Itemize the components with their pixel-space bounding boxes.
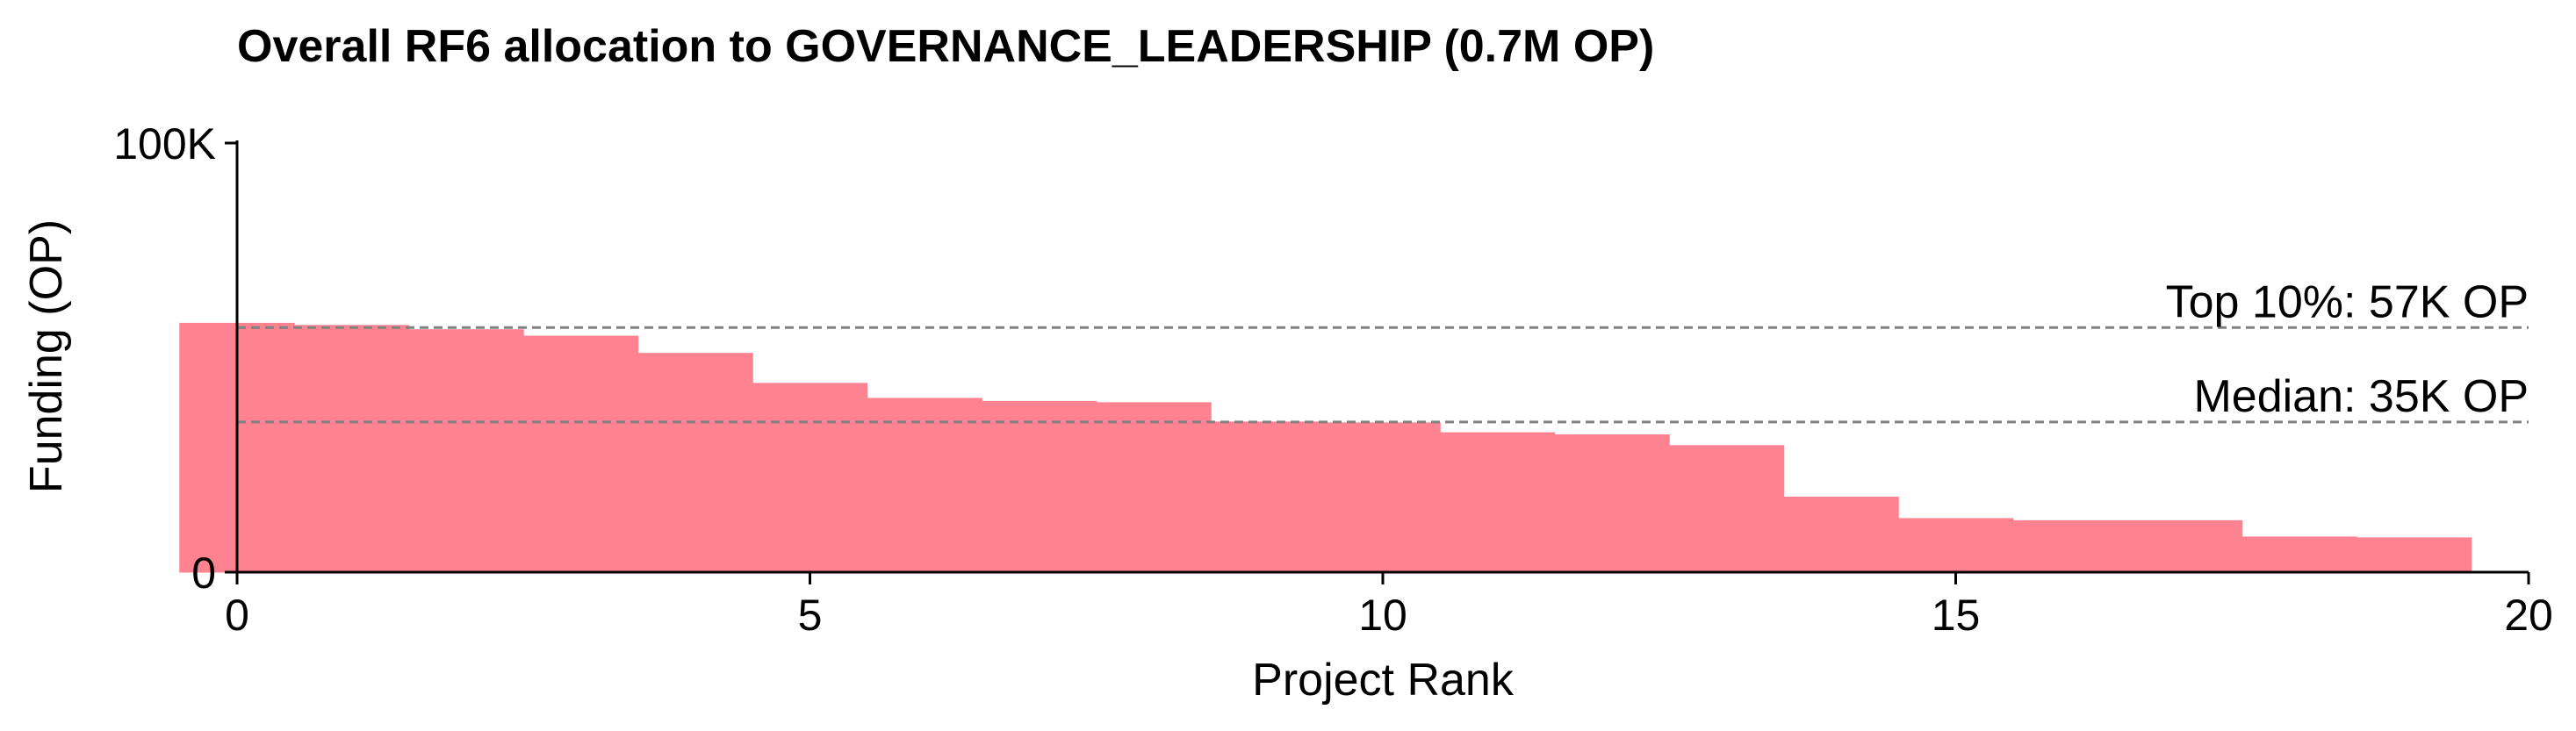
bar-rank-5 <box>752 383 868 573</box>
x-tick-label: 20 <box>2504 591 2553 640</box>
bar-rank-7 <box>981 400 1097 573</box>
x-tick-label: 0 <box>225 591 249 640</box>
y-ticks-group: 0 100K <box>113 119 237 598</box>
y-tick-label: 100K <box>113 119 216 168</box>
bar-rank-13 <box>1668 445 1785 573</box>
y-axis-label: Funding (OP) <box>21 219 72 493</box>
reference-line-label-0: Top 10%: 57K OP <box>2166 276 2529 327</box>
bar-rank-10 <box>1325 422 1441 573</box>
bar-rank-6 <box>867 398 982 573</box>
reference-lines-group: Top 10%: 57K OP Median: 35K OP <box>237 276 2529 424</box>
bar-rank-14 <box>1783 496 1899 573</box>
bar-rank-18 <box>2241 536 2357 573</box>
x-tick-label: 15 <box>1932 591 1981 640</box>
y-tick-label: 0 <box>191 548 216 598</box>
x-ticks-group: 0 5 10 15 20 <box>225 572 2553 640</box>
bar-rank-16 <box>2012 520 2128 573</box>
x-tick-label: 10 <box>1358 591 1407 640</box>
bar-rank-19 <box>2356 537 2472 573</box>
reference-line-label-1: Median: 35K OP <box>2193 371 2529 422</box>
bar-rank-4 <box>637 353 753 573</box>
bar-rank-17 <box>2126 520 2243 573</box>
x-tick-label: 5 <box>798 591 823 640</box>
bar-rank-11 <box>1439 432 1556 573</box>
bar-rank-9 <box>1210 421 1327 573</box>
bar-rank-3 <box>522 335 639 573</box>
bar-rank-15 <box>1897 518 2014 573</box>
chart-title: Overall RF6 allocation to GOVERNANCE_LEA… <box>237 21 1654 72</box>
bar-rank-12 <box>1554 434 1670 573</box>
bar-rank-1 <box>293 325 410 573</box>
bar-rank-8 <box>1096 402 1212 573</box>
bar-rank-2 <box>408 329 524 573</box>
x-axis-label: Project Rank <box>1252 655 1515 706</box>
bars-group <box>179 322 2472 573</box>
